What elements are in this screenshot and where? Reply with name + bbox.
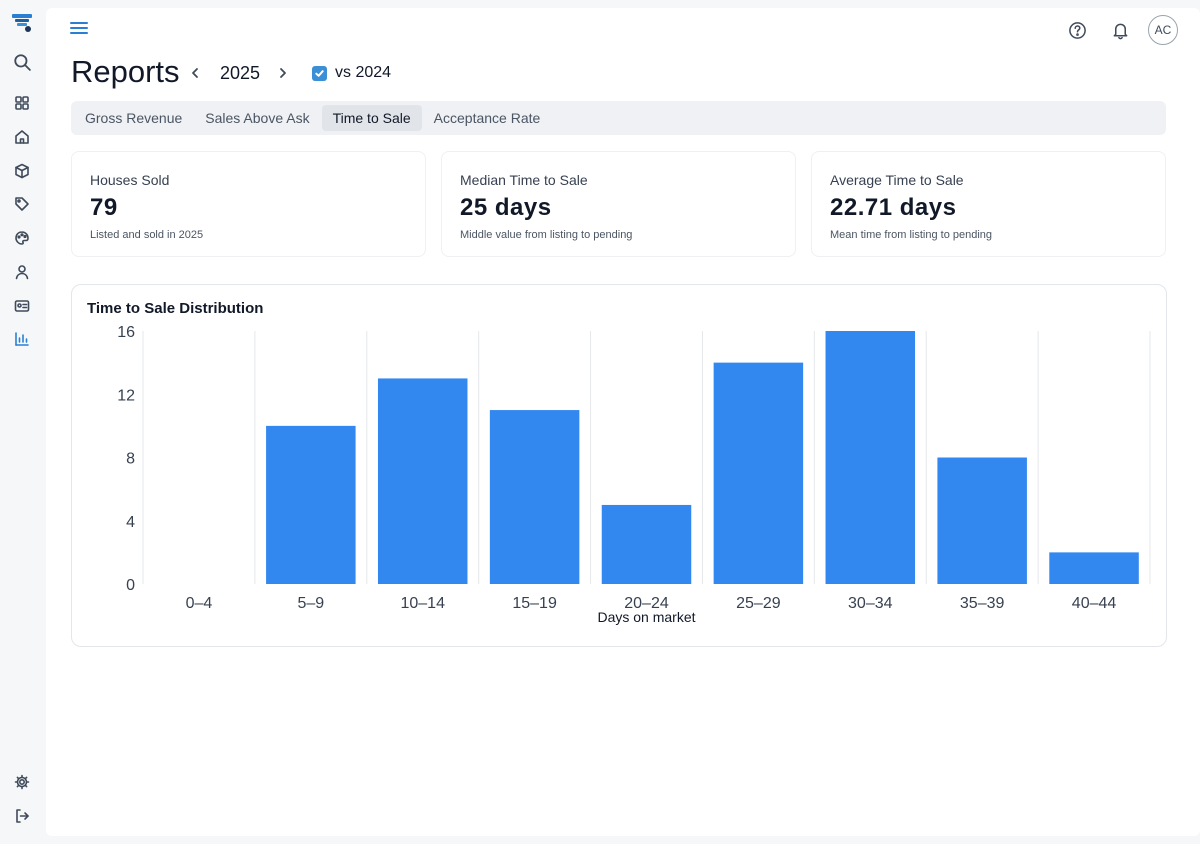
- chevron-left-icon: [192, 68, 198, 78]
- bar: [713, 362, 804, 584]
- x-tick-label: 5–9: [297, 595, 324, 612]
- y-tick-label: 12: [117, 387, 135, 404]
- settings-icon[interactable]: [11, 771, 33, 793]
- y-tick-label: 8: [126, 451, 135, 468]
- x-tick-label: 15–19: [512, 595, 557, 612]
- y-tick-label: 16: [117, 324, 135, 341]
- stat-value: 79: [90, 194, 118, 221]
- box-icon[interactable]: [11, 160, 33, 182]
- bar: [1049, 552, 1139, 584]
- menu-toggle-icon[interactable]: [70, 22, 88, 38]
- tab-gross-revenue[interactable]: Gross Revenue: [85, 110, 183, 126]
- chart-title: Time to Sale Distribution: [87, 300, 264, 317]
- x-tick-label: 0–4: [186, 595, 213, 612]
- bar: [825, 331, 916, 584]
- tag-icon[interactable]: [11, 193, 33, 215]
- stat-note: Listed and sold in 2025: [90, 229, 204, 241]
- logo-icon[interactable]: [11, 12, 33, 34]
- search-icon[interactable]: [11, 51, 33, 73]
- stat-card-houses-sold: Houses Sold 79 Listed and sold in 2025: [71, 151, 426, 257]
- id-card-icon[interactable]: [11, 295, 33, 317]
- bar-chart-icon[interactable]: [11, 328, 33, 350]
- sidebar: [0, 0, 44, 844]
- checkmark-icon: [315, 69, 324, 77]
- next-year-button[interactable]: [274, 64, 292, 82]
- compare-toggle[interactable]: vs 2024: [312, 64, 391, 82]
- previous-year-button[interactable]: [186, 64, 204, 82]
- bar: [937, 457, 1027, 584]
- report-tabs: Gross Revenue Sales Above Ask Time to Sa…: [71, 101, 1166, 135]
- tab-time-to-sale[interactable]: Time to Sale: [321, 105, 422, 131]
- x-tick-label: 35–39: [960, 595, 1005, 612]
- bar: [377, 378, 468, 584]
- home-icon[interactable]: [11, 126, 33, 148]
- stat-card-average-time: Average Time to Sale 22.71 days Mean tim…: [811, 151, 1166, 257]
- bar: [489, 410, 580, 584]
- stat-value: 22.71 days: [830, 194, 957, 221]
- main-panel: AC Reports 2025 vs 2024 Gross Revenue Sa…: [46, 8, 1200, 836]
- stat-card-median-time: Median Time to Sale 25 days Middle value…: [441, 151, 796, 257]
- bar: [601, 504, 692, 584]
- y-tick-label: 0: [126, 577, 135, 594]
- compare-label: vs 2024: [335, 64, 392, 81]
- compare-checkbox[interactable]: [312, 65, 327, 81]
- avatar[interactable]: AC: [1148, 15, 1178, 45]
- stat-label: Median Time to Sale: [460, 172, 588, 188]
- bell-icon[interactable]: [1108, 18, 1132, 42]
- stat-label: Houses Sold: [90, 172, 170, 188]
- help-icon[interactable]: [1065, 18, 1089, 42]
- stat-note: Mean time from listing to pending: [830, 229, 993, 241]
- distribution-chart-card: 0 4 8 12 16 0–4 5–9 10–14 15–19 20–24 25–29 30–34 35…: [71, 284, 1167, 647]
- tab-acceptance-rate[interactable]: Acceptance Rate: [433, 110, 541, 126]
- chevron-right-icon: [280, 68, 286, 78]
- user-icon[interactable]: [11, 261, 33, 283]
- stat-note: Middle value from listing to pending: [460, 229, 633, 241]
- x-axis-label: Days on market: [597, 609, 695, 625]
- tab-sales-above-ask[interactable]: Sales Above Ask: [205, 110, 310, 126]
- x-tick-label: 40–44: [1072, 595, 1117, 612]
- y-tick-label: 4: [126, 514, 135, 531]
- dashboard-icon[interactable]: [11, 92, 33, 114]
- year-label: 2025: [220, 63, 261, 83]
- x-tick-label: 10–14: [400, 595, 445, 612]
- stat-value: 25 days: [460, 194, 552, 221]
- distribution-chart: 0 4 8 12 16 0–4 5–9 10–14 15–19 20–24 25–29 30–34 35…: [117, 324, 1151, 625]
- stat-label: Average Time to Sale: [830, 172, 964, 188]
- x-tick-label: 20–24: [624, 595, 669, 612]
- page-title: Reports: [71, 54, 180, 89]
- x-tick-label: 30–34: [848, 595, 893, 612]
- logout-icon[interactable]: [11, 805, 33, 827]
- x-tick-label: 25–29: [736, 595, 781, 612]
- bar: [266, 425, 356, 584]
- palette-icon[interactable]: [11, 227, 33, 249]
